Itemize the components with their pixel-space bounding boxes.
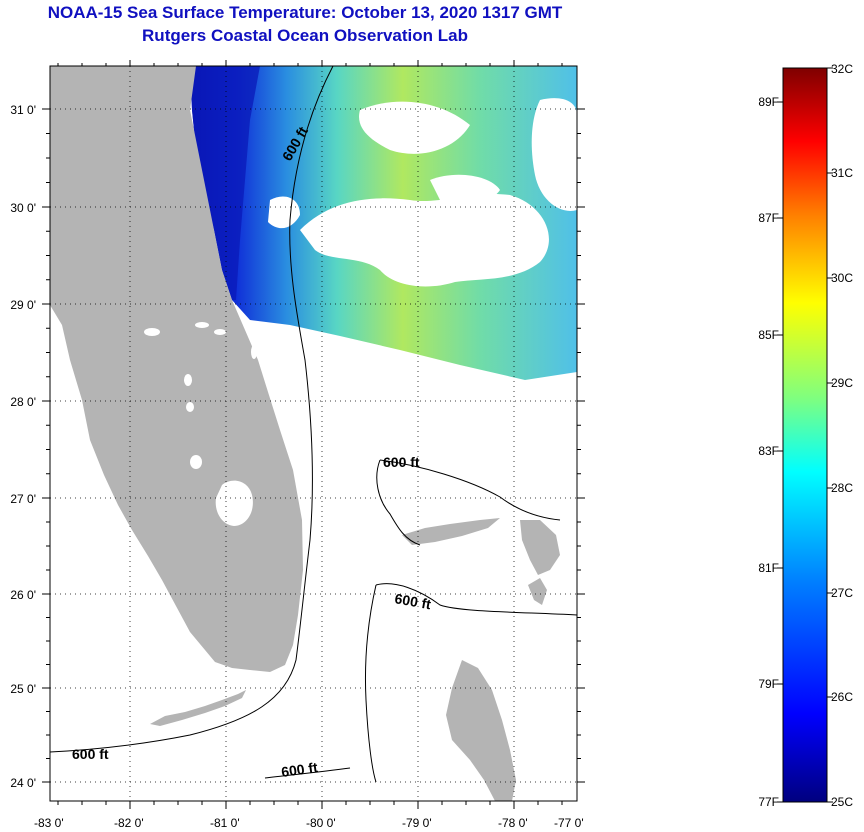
lat-tick-label: 24 0'	[10, 776, 36, 790]
fahrenheit-label: 79F	[758, 677, 779, 691]
celsius-label: 32C	[831, 62, 853, 76]
lon-tick-label: -79 0'	[402, 816, 432, 830]
celsius-label: 29C	[831, 376, 853, 390]
fahrenheit-label: 89F	[758, 95, 779, 109]
axis-ticks	[42, 60, 585, 809]
lat-tick-label: 29 0'	[10, 298, 36, 312]
lon-tick-label: -82 0'	[114, 816, 144, 830]
isobaths	[49, 65, 578, 783]
map-plot-area	[190, 66, 577, 380]
cloud-gaps	[268, 98, 577, 287]
latitude-labels: 31 0' 30 0' 29 0' 28 0' 27 0' 26 0' 25 0…	[10, 103, 36, 790]
lon-tick-label: -80 0'	[306, 816, 336, 830]
lat-tick-label: 27 0'	[10, 492, 36, 506]
lon-tick-label: -77 0'	[554, 816, 584, 830]
chart-title: NOAA-15 Sea Surface Temperature: October…	[47, 3, 563, 22]
andros	[446, 660, 516, 801]
lat-tick-label: 26 0'	[10, 588, 36, 602]
lon-tick-label: -81 0'	[210, 816, 240, 830]
celsius-labels: 32C 31C 30C 29C 28C 27C 26C 25C	[831, 62, 853, 809]
celsius-label: 30C	[831, 271, 853, 285]
fahrenheit-label: 87F	[758, 211, 779, 225]
map-frame	[49, 65, 578, 802]
lakes	[144, 322, 257, 526]
keys-islands	[150, 690, 246, 726]
lon-tick-label: -83 0'	[34, 816, 64, 830]
color-scale-bar	[782, 67, 828, 803]
celsius-label: 28C	[831, 481, 853, 495]
fahrenheit-label: 85F	[758, 328, 779, 342]
celsius-label: 31C	[831, 166, 853, 180]
celsius-label: 27C	[831, 586, 853, 600]
fahrenheit-label: 77F	[758, 795, 779, 809]
lon-tick-label: -78 0'	[498, 816, 528, 830]
contour-label: 600 ft	[393, 590, 432, 612]
sst-cool-band	[190, 66, 260, 300]
contour-label: 600 ft	[383, 454, 420, 470]
celsius-label: 26C	[831, 690, 853, 704]
lat-tick-label: 31 0'	[10, 103, 36, 117]
fahrenheit-labels: 89F 87F 85F 83F 81F 79F 77F	[758, 95, 779, 809]
fahrenheit-label: 83F	[758, 444, 779, 458]
contour-label: 600 ft	[72, 746, 109, 762]
longitude-labels: -83 0' -82 0' -81 0' -80 0' -79 0' -78 0…	[34, 816, 584, 830]
lat-tick-label: 28 0'	[10, 395, 36, 409]
fahrenheit-label: 81F	[758, 561, 779, 575]
abaco	[520, 520, 560, 575]
lat-tick-label: 30 0'	[10, 201, 36, 215]
grand-bahama	[402, 518, 500, 545]
celsius-label: 25C	[831, 795, 853, 809]
color-scale-ticks	[777, 67, 833, 803]
chart-subtitle: Rutgers Coastal Ocean Observation Lab	[142, 26, 468, 45]
contour-label: 600 ft	[280, 759, 319, 780]
eleuthera	[528, 578, 547, 605]
lat-tick-label: 25 0'	[10, 682, 36, 696]
